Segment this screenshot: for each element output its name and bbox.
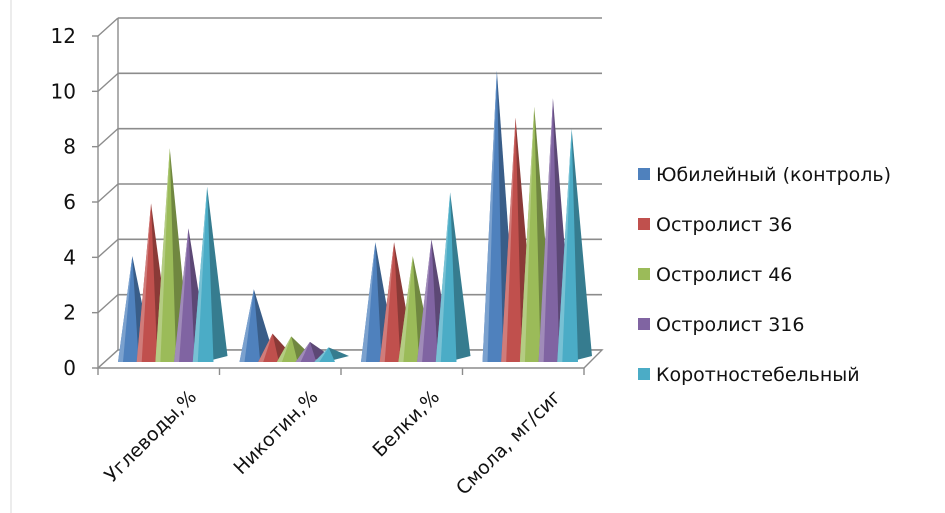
- pyramid-highlight-1-1: [258, 333, 273, 362]
- pyramid-highlight-2-3: [417, 239, 432, 362]
- legend-item-1: Остролист 36: [638, 214, 792, 236]
- y-tick-label-1: 2: [63, 301, 76, 325]
- pyramid-highlight-3-3: [538, 98, 553, 363]
- gridline-side-2: [97, 238, 119, 258]
- legend-label-0: Юбилейный (контроль): [656, 164, 891, 186]
- pyramid-highlight-2-2: [398, 256, 413, 362]
- pyramid-highlight-0-4: [192, 186, 208, 362]
- pyramid-highlight-0-2: [155, 148, 170, 362]
- y-tick-label-5: 10: [51, 79, 76, 103]
- pyramid-highlight-2-0: [361, 242, 376, 362]
- pyramid-highlight-3-4: [557, 128, 572, 362]
- pyramid-3-4: [557, 128, 592, 362]
- legend-swatch-2: [638, 268, 650, 280]
- pyramid-highlight-3-1: [501, 117, 516, 363]
- legend-swatch-4: [638, 368, 650, 380]
- legend-label-2: Остролист 46: [656, 264, 792, 286]
- legend-item-3: Остролист 316: [638, 314, 804, 336]
- pyramid-highlight-1-4: [314, 347, 329, 362]
- pyramid-highlight-3-0: [482, 70, 497, 362]
- pyramid-highlight-2-4: [435, 192, 451, 362]
- legend-item-0: Юбилейный (контроль): [638, 164, 891, 186]
- pyramid-highlight-1-2: [276, 336, 292, 362]
- category-label-2: Белки,%: [369, 386, 445, 462]
- y-tick-label-3: 6: [63, 190, 76, 214]
- pyramid-1-4: [314, 347, 349, 362]
- y-tick-label-6: 12: [51, 24, 76, 48]
- pyramid-3-1: [501, 117, 536, 363]
- pyramid-highlight-3-2: [519, 106, 535, 362]
- pyramid-1-2: [276, 336, 312, 362]
- pyramid-highlight-1-0: [239, 289, 254, 362]
- legend-swatch-1: [638, 218, 650, 230]
- legend-label-4: Коротностебельный: [656, 364, 860, 386]
- gridline-side-3: [97, 183, 119, 203]
- legend: Юбилейный (контроль) Остролист 36 Остролис…: [638, 164, 891, 386]
- pyramid-highlight-0-3: [174, 228, 189, 362]
- pyramid-2-4: [435, 192, 471, 362]
- gridline-side-4: [97, 128, 119, 148]
- pyramid-highlight-0-0: [118, 256, 133, 362]
- y-tick-label-0: 0: [63, 356, 76, 380]
- legend-swatch-0: [638, 168, 650, 180]
- legend-label-1: Остролист 36: [656, 214, 792, 236]
- pyramid-highlight-1-3: [295, 341, 310, 362]
- pyramid-highlight-0-1: [136, 203, 152, 362]
- y-tick-label-2: 4: [63, 245, 76, 269]
- gridline-side-6: [97, 17, 119, 37]
- y-tick-label-4: 8: [63, 135, 76, 159]
- legend-item-4: Коротностебельный: [638, 364, 860, 386]
- gridline-side-1: [97, 294, 119, 314]
- category-label-0: Углеводы,%: [100, 386, 201, 487]
- plot-area: 0 2 4 6 8 10 12 Углеводы,% Никотин,% Белки,% Смола…: [51, 17, 604, 500]
- legend-swatch-3: [638, 318, 650, 330]
- pyramid-0-4: [192, 186, 228, 362]
- category-label-3: Смола, мг/сиг: [452, 386, 566, 500]
- category-label-1: Никотин,%: [229, 386, 322, 479]
- gridline-side-5: [97, 72, 119, 92]
- legend-label-3: Остролист 316: [656, 314, 804, 336]
- legend-item-2: Остролист 46: [638, 264, 792, 286]
- pyramid-highlight-2-1: [379, 242, 395, 362]
